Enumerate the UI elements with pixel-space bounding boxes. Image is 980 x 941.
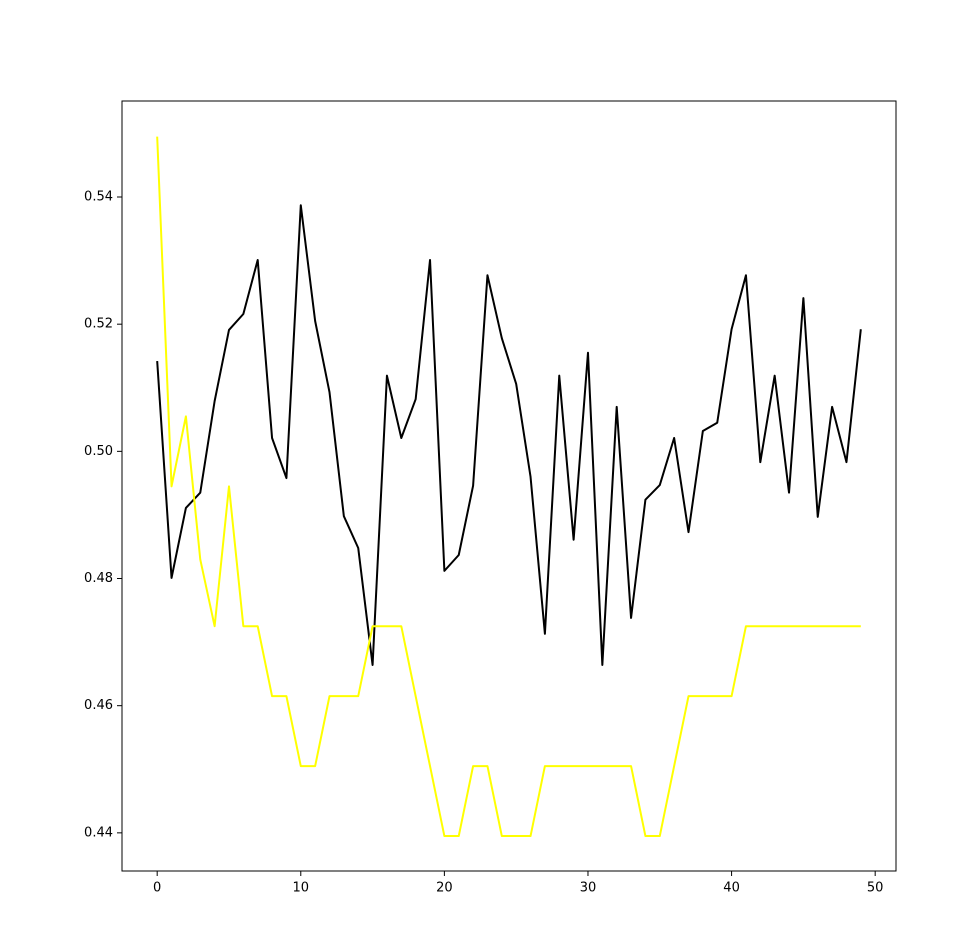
- y-tick-label: 0.50: [84, 444, 113, 459]
- x-tick-label: 30: [580, 881, 597, 896]
- y-tick-label: 0.44: [84, 825, 113, 840]
- x-tick-label: 0: [153, 881, 161, 896]
- series-line: [156, 204, 862, 666]
- y-tick-label: 0.48: [84, 571, 113, 586]
- x-tick-label: 40: [723, 881, 740, 896]
- plot-frame: [121, 100, 897, 872]
- series-line: [156, 136, 861, 838]
- y-tick-label: 0.54: [84, 190, 113, 205]
- x-tick-label: 10: [293, 881, 310, 896]
- y-tick-label: 0.52: [84, 317, 113, 332]
- x-tick-label: 20: [436, 881, 453, 896]
- y-tick-label: 0.46: [84, 698, 113, 713]
- x-tick-label: 50: [867, 881, 884, 896]
